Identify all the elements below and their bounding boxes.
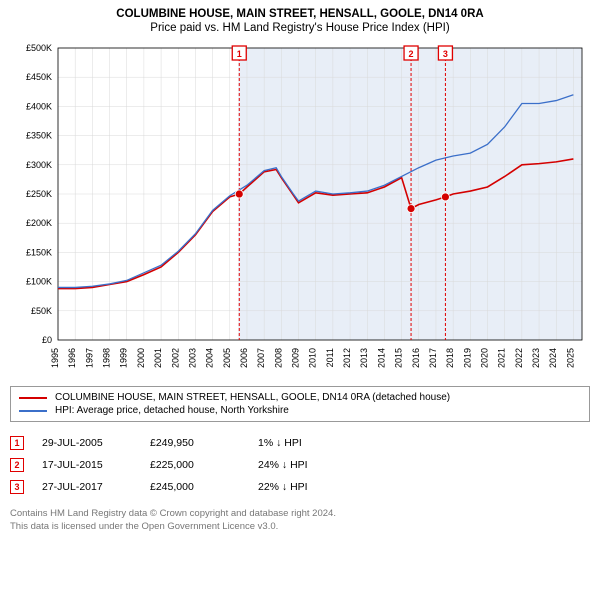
svg-text:2024: 2024 xyxy=(548,348,558,368)
svg-text:2025: 2025 xyxy=(565,348,575,368)
event-row: 1 29-JUL-2005 £249,950 1% ↓ HPI xyxy=(10,432,590,454)
svg-text:2014: 2014 xyxy=(376,348,386,368)
svg-text:2016: 2016 xyxy=(411,348,421,368)
attribution-line: This data is licensed under the Open Gov… xyxy=(10,521,590,534)
svg-text:2004: 2004 xyxy=(205,348,215,368)
attribution: Contains HM Land Registry data © Crown c… xyxy=(10,508,590,534)
svg-text:2013: 2013 xyxy=(359,348,369,368)
svg-text:2022: 2022 xyxy=(514,348,524,368)
event-diff: 22% ↓ HPI xyxy=(258,481,348,493)
legend-swatch xyxy=(19,410,47,412)
event-price: £249,950 xyxy=(150,437,240,449)
svg-text:2015: 2015 xyxy=(394,348,404,368)
legend-label: HPI: Average price, detached house, Nort… xyxy=(55,405,289,416)
price-chart: £0 £50K £100K £150K £200K £250K £300K £350K £400… xyxy=(10,40,590,380)
events-table: 1 29-JUL-2005 £249,950 1% ↓ HPI 2 17-JUL-2015… xyxy=(10,432,590,498)
legend-item: COLUMBINE HOUSE, MAIN STREET, HENSALL, G… xyxy=(19,391,581,404)
svg-text:£400K: £400K xyxy=(26,101,52,111)
event-marker: 3 xyxy=(10,480,24,494)
svg-text:2009: 2009 xyxy=(291,348,301,368)
svg-text:£200K: £200K xyxy=(26,218,52,228)
chart-title-block: COLUMBINE HOUSE, MAIN STREET, HENSALL, G… xyxy=(10,8,590,34)
svg-text:1995: 1995 xyxy=(50,348,60,368)
legend-swatch xyxy=(19,397,47,399)
event-price: £245,000 xyxy=(150,481,240,493)
event-row: 2 17-JUL-2015 £225,000 24% ↓ HPI xyxy=(10,454,590,476)
svg-text:2018: 2018 xyxy=(445,348,455,368)
svg-text:£50K: £50K xyxy=(31,306,52,316)
svg-text:2006: 2006 xyxy=(239,348,249,368)
event-date: 17-JUL-2015 xyxy=(42,459,132,471)
svg-text:1998: 1998 xyxy=(102,348,112,368)
svg-text:2021: 2021 xyxy=(497,348,507,368)
legend-label: COLUMBINE HOUSE, MAIN STREET, HENSALL, G… xyxy=(55,392,450,403)
svg-text:3: 3 xyxy=(443,49,448,59)
svg-text:2003: 2003 xyxy=(187,348,197,368)
svg-text:1996: 1996 xyxy=(67,348,77,368)
svg-text:2020: 2020 xyxy=(480,348,490,368)
svg-text:1: 1 xyxy=(237,49,242,59)
event-marker: 1 xyxy=(10,436,24,450)
chart-title: COLUMBINE HOUSE, MAIN STREET, HENSALL, G… xyxy=(10,8,590,20)
svg-text:£500K: £500K xyxy=(26,43,52,53)
svg-text:2023: 2023 xyxy=(531,348,541,368)
svg-text:2007: 2007 xyxy=(256,348,266,368)
event-diff: 1% ↓ HPI xyxy=(258,437,348,449)
svg-text:£150K: £150K xyxy=(26,247,52,257)
svg-text:£350K: £350K xyxy=(26,131,52,141)
svg-text:2: 2 xyxy=(409,49,414,59)
svg-text:£450K: £450K xyxy=(26,72,52,82)
event-diff: 24% ↓ HPI xyxy=(258,459,348,471)
svg-text:2011: 2011 xyxy=(325,348,335,367)
chart-subtitle: Price paid vs. HM Land Registry's House … xyxy=(10,22,590,34)
svg-text:2008: 2008 xyxy=(273,348,283,368)
svg-text:£300K: £300K xyxy=(26,160,52,170)
svg-text:2019: 2019 xyxy=(462,348,472,368)
attribution-line: Contains HM Land Registry data © Crown c… xyxy=(10,508,590,521)
svg-text:2005: 2005 xyxy=(222,348,232,368)
event-row: 3 27-JUL-2017 £245,000 22% ↓ HPI xyxy=(10,476,590,498)
legend: COLUMBINE HOUSE, MAIN STREET, HENSALL, G… xyxy=(10,386,590,422)
event-date: 27-JUL-2017 xyxy=(42,481,132,493)
event-price: £225,000 xyxy=(150,459,240,471)
svg-text:£0: £0 xyxy=(42,335,52,345)
svg-text:£250K: £250K xyxy=(26,189,52,199)
legend-item: HPI: Average price, detached house, Nort… xyxy=(19,404,581,417)
svg-text:2000: 2000 xyxy=(136,348,146,368)
event-date: 29-JUL-2005 xyxy=(42,437,132,449)
svg-text:£100K: £100K xyxy=(26,277,52,287)
svg-text:2012: 2012 xyxy=(342,348,352,368)
chart-svg: £0 £50K £100K £150K £200K £250K £300K £350K £400… xyxy=(10,40,590,380)
event-marker: 2 xyxy=(10,458,24,472)
svg-text:2002: 2002 xyxy=(170,348,180,368)
svg-text:1999: 1999 xyxy=(119,348,129,368)
svg-text:2001: 2001 xyxy=(153,348,163,368)
svg-text:2010: 2010 xyxy=(308,348,318,368)
svg-text:2017: 2017 xyxy=(428,348,438,368)
svg-text:1997: 1997 xyxy=(84,348,94,368)
